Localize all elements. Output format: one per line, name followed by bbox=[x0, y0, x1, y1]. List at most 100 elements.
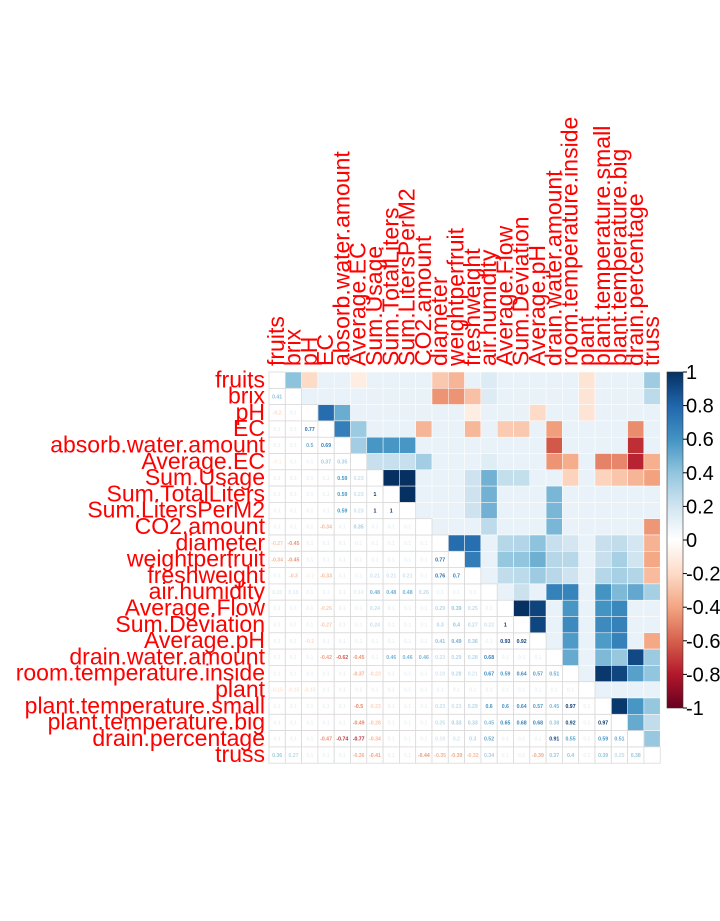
heatmap-cell bbox=[594, 453, 612, 471]
correlation-value: 0.23 bbox=[435, 704, 445, 710]
correlation-value: 0.29 bbox=[451, 655, 461, 661]
heatmap-cell bbox=[562, 485, 579, 503]
correlation-value: 0.1 bbox=[306, 753, 313, 759]
correlation-value: 0.1 bbox=[274, 737, 281, 743]
correlation-value: 0.1 bbox=[583, 737, 590, 743]
correlation-value: 0.1 bbox=[388, 557, 395, 563]
correlation-value: 0.2 bbox=[453, 737, 460, 743]
heatmap-cell bbox=[448, 485, 465, 503]
heatmap-cell bbox=[627, 371, 645, 389]
heatmap-cell bbox=[627, 436, 645, 454]
heatmap-cell bbox=[431, 453, 449, 471]
heatmap-cell bbox=[448, 388, 465, 405]
correlation-value: 0.59 bbox=[337, 508, 347, 514]
correlation-value: 0.3 bbox=[437, 622, 444, 628]
correlation-value: 0.64 bbox=[517, 704, 527, 710]
heatmap-cell bbox=[611, 616, 628, 634]
colorbar-tick-label: 0.2 bbox=[686, 496, 714, 518]
correlation-value: 0.28 bbox=[451, 671, 461, 677]
heatmap-cell bbox=[480, 567, 498, 585]
correlation-value: 0.64 bbox=[517, 671, 527, 677]
correlation-value: -0.32 bbox=[467, 753, 479, 759]
diagonal-cell bbox=[513, 616, 531, 634]
heatmap-cell bbox=[496, 534, 514, 552]
heatmap-cell bbox=[333, 388, 351, 405]
heatmap-cell bbox=[529, 502, 547, 519]
heatmap-cell bbox=[529, 371, 547, 389]
heatmap-cell bbox=[594, 567, 612, 585]
correlation-value: 0.97 bbox=[565, 704, 575, 710]
column-label: Sum.TotalLiters bbox=[377, 207, 403, 366]
heatmap-cell bbox=[529, 518, 547, 536]
correlation-value: 0.1 bbox=[371, 688, 378, 694]
heatmap-cell bbox=[562, 388, 579, 405]
correlation-value: 0.1 bbox=[371, 557, 378, 563]
heatmap-cell bbox=[529, 616, 547, 634]
correlation-value: -0.23 bbox=[369, 671, 381, 677]
row-label: drain.percentage bbox=[92, 725, 265, 751]
correlation-value: 0.1 bbox=[339, 639, 346, 645]
correlation-value: 0.1 bbox=[420, 639, 427, 645]
heatmap-cell bbox=[480, 485, 498, 503]
correlation-value: 0.27 bbox=[288, 753, 298, 759]
heatmap-cell bbox=[529, 388, 547, 405]
correlation-value: 0.28 bbox=[468, 655, 478, 661]
correlation-value: 0.1 bbox=[469, 590, 476, 596]
correlation-value: 0.1 bbox=[306, 671, 313, 677]
heatmap-cell bbox=[578, 420, 596, 438]
heatmap-cell bbox=[496, 502, 514, 519]
heatmap-cell bbox=[529, 583, 547, 601]
heatmap-cell bbox=[578, 599, 596, 617]
heatmap-cell bbox=[594, 436, 612, 454]
correlation-value: -0.3 bbox=[289, 574, 298, 580]
correlation-value: 0.6 bbox=[485, 704, 492, 710]
heatmap-cell bbox=[415, 388, 433, 405]
row-label: Sum.Usage bbox=[145, 464, 265, 490]
correlation-value: 0.1 bbox=[355, 639, 362, 645]
heatmap-cell bbox=[562, 534, 579, 552]
heatmap-cell bbox=[350, 371, 368, 389]
correlation-value: 0.1 bbox=[322, 688, 329, 694]
correlation-value: 0.1 bbox=[567, 688, 574, 694]
correlation-value: 0.1 bbox=[274, 443, 281, 449]
correlation-value: 0.6 bbox=[502, 704, 509, 710]
correlation-value: 0.36 bbox=[468, 639, 478, 645]
heatmap-cell bbox=[431, 371, 449, 389]
heatmap-cell bbox=[611, 518, 628, 536]
correlation-value: -0.27 bbox=[271, 541, 283, 547]
correlation-value: 0.1 bbox=[420, 557, 427, 563]
correlation-value: 0.1 bbox=[322, 704, 329, 710]
correlation-value: 0.48 bbox=[370, 590, 380, 596]
heatmap-cell bbox=[562, 632, 579, 650]
correlation-value: 0.1 bbox=[485, 639, 492, 645]
column-label: plant.temperature.small bbox=[589, 126, 615, 366]
heatmap-cell bbox=[529, 534, 547, 552]
correlation-value: -0.34 bbox=[271, 557, 283, 563]
heatmap-cell bbox=[529, 599, 547, 617]
heatmap-cell bbox=[415, 469, 433, 487]
heatmap-cell bbox=[399, 469, 416, 487]
heatmap-cell bbox=[513, 599, 531, 617]
heatmap-cell bbox=[545, 371, 563, 389]
correlation-value: 0.1 bbox=[339, 606, 346, 612]
heatmap-cell bbox=[545, 534, 563, 552]
heatmap-cell bbox=[448, 371, 465, 389]
correlation-value: 0.1 bbox=[534, 688, 541, 694]
correlation-value: 0.1 bbox=[420, 671, 427, 677]
row-label: absorb.water.amount bbox=[50, 432, 265, 458]
correlation-value: 0.1 bbox=[437, 590, 444, 596]
correlation-value: 0.59 bbox=[337, 476, 347, 482]
correlation-value: -0.1 bbox=[305, 574, 314, 580]
diagonal-cell bbox=[268, 371, 286, 389]
correlation-value: 0.1 bbox=[290, 606, 297, 612]
heatmap-cell bbox=[643, 469, 661, 487]
correlation-value: 0.77 bbox=[305, 427, 315, 433]
heatmap-cell bbox=[594, 681, 612, 699]
heatmap-cell bbox=[627, 420, 645, 438]
heatmap-cell bbox=[643, 567, 661, 585]
correlation-value: 0.1 bbox=[290, 720, 297, 726]
correlation-value: 0.1 bbox=[322, 492, 329, 498]
correlation-value: 0.46 bbox=[419, 655, 429, 661]
heatmap-cell bbox=[496, 436, 514, 454]
correlation-value: 0.1 bbox=[404, 671, 411, 677]
